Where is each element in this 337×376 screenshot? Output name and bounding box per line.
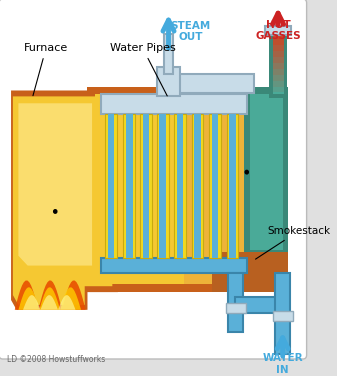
Polygon shape: [19, 287, 81, 310]
Bar: [228, 273, 243, 332]
Bar: [194, 114, 201, 258]
Text: STEAM
OUT: STEAM OUT: [171, 21, 211, 42]
Bar: [273, 33, 284, 39]
Bar: [269, 29, 287, 99]
Circle shape: [53, 209, 58, 214]
Bar: [273, 39, 284, 45]
Polygon shape: [23, 295, 75, 310]
Bar: [101, 94, 247, 114]
Polygon shape: [11, 91, 118, 310]
Bar: [177, 114, 183, 258]
Bar: [273, 69, 284, 75]
Bar: [275, 273, 290, 354]
Bar: [126, 114, 132, 258]
Bar: [101, 258, 247, 273]
Bar: [95, 94, 244, 284]
Bar: [273, 57, 284, 63]
Bar: [105, 114, 117, 258]
Bar: [226, 114, 239, 258]
Bar: [123, 114, 135, 258]
Bar: [156, 67, 181, 96]
Bar: [212, 252, 288, 292]
Polygon shape: [15, 280, 86, 310]
Bar: [225, 303, 246, 313]
Bar: [156, 114, 168, 258]
Bar: [174, 114, 186, 258]
Bar: [273, 311, 293, 321]
Bar: [140, 114, 152, 258]
Text: Water Pipes: Water Pipes: [110, 43, 176, 96]
Bar: [273, 33, 284, 94]
Bar: [273, 63, 284, 69]
Bar: [191, 114, 204, 258]
Bar: [273, 45, 284, 51]
Bar: [273, 81, 284, 86]
Circle shape: [244, 170, 249, 174]
Polygon shape: [19, 103, 92, 265]
Bar: [162, 74, 254, 94]
Bar: [88, 86, 251, 292]
Bar: [249, 94, 283, 250]
Bar: [229, 114, 236, 258]
Text: WATER
IN: WATER IN: [263, 353, 303, 375]
Polygon shape: [184, 94, 244, 284]
Text: Furnace: Furnace: [24, 43, 68, 96]
Bar: [244, 86, 288, 256]
Bar: [108, 114, 114, 258]
Bar: [265, 26, 291, 35]
Bar: [273, 75, 284, 81]
Text: LD ©2008 Howstuffworks: LD ©2008 Howstuffworks: [7, 355, 105, 364]
Bar: [143, 114, 149, 258]
Bar: [164, 35, 173, 74]
FancyBboxPatch shape: [0, 0, 307, 359]
Polygon shape: [13, 96, 112, 305]
Bar: [159, 114, 166, 258]
Bar: [212, 114, 218, 258]
Bar: [273, 86, 284, 92]
Bar: [273, 51, 284, 57]
Text: HOT
GASSES: HOT GASSES: [255, 20, 301, 41]
Bar: [235, 297, 285, 313]
Text: Smokestack: Smokestack: [255, 226, 330, 259]
Bar: [209, 114, 221, 258]
